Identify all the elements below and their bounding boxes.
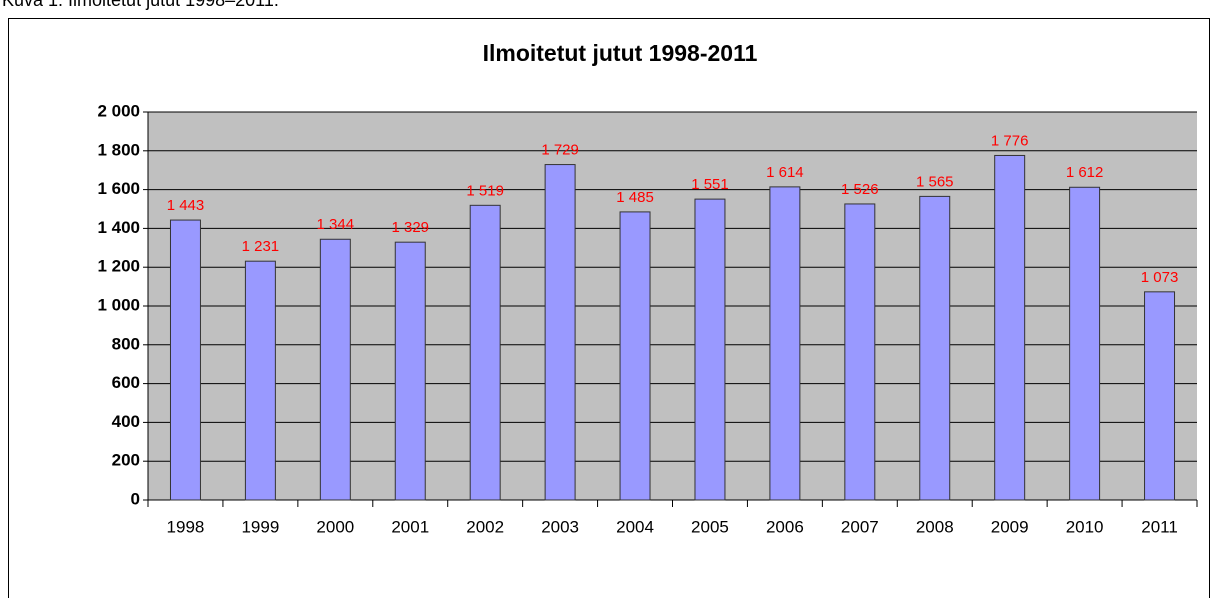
- data-label: 1 485: [616, 189, 654, 206]
- data-label: 1 565: [916, 173, 954, 190]
- x-tick-label: 2007: [841, 517, 879, 536]
- bar: [694, 198, 726, 501]
- bar: [844, 203, 876, 501]
- data-label: 1 612: [1066, 164, 1104, 181]
- x-tick-label: 2008: [916, 517, 954, 536]
- chart-title: Ilmoitetut jutut 1998-2011: [483, 40, 758, 66]
- data-label: 1 729: [541, 142, 579, 159]
- y-tick-label: 1 800: [97, 140, 140, 159]
- y-tick-label: 2 000: [97, 101, 140, 120]
- bar: [169, 219, 201, 501]
- x-tick-label: 2010: [1066, 517, 1104, 536]
- y-tick-label: 1 400: [97, 218, 140, 237]
- data-label: 1 614: [766, 164, 804, 181]
- bar: [994, 154, 1026, 501]
- bar: [469, 204, 501, 501]
- x-tick-label: 2006: [766, 517, 804, 536]
- bar: [919, 195, 951, 501]
- y-tick-label: 1 200: [97, 257, 140, 276]
- x-tick-label: 2001: [391, 517, 429, 536]
- bar: [769, 186, 801, 501]
- x-tick-label: 1999: [241, 517, 279, 536]
- data-label: 1 526: [841, 181, 879, 198]
- y-tick-label: 1 000: [97, 295, 140, 314]
- y-tick-label: 400: [112, 412, 140, 431]
- x-tick-label: 2005: [691, 517, 729, 536]
- data-label: 1 073: [1141, 269, 1179, 286]
- bar: [319, 238, 351, 501]
- x-tick-label: 2003: [541, 517, 579, 536]
- y-tick-label: 0: [131, 489, 140, 508]
- x-tick-label: 2002: [466, 517, 504, 536]
- data-label: 1 344: [317, 216, 355, 233]
- y-tick-label: 200: [112, 451, 140, 470]
- x-tick-label: 2000: [316, 517, 354, 536]
- bar: [619, 211, 651, 501]
- data-label: 1 519: [466, 182, 504, 199]
- x-tick-label: 2009: [991, 517, 1029, 536]
- bar: [1069, 186, 1101, 501]
- caption: Kuva 1. Ilmoitetut jutut 1998–2011.: [2, 0, 279, 10]
- x-tick-label: 2011: [1141, 517, 1178, 536]
- bar: [1144, 291, 1176, 501]
- x-tick-label: 1998: [167, 517, 205, 536]
- bar: [244, 260, 276, 501]
- data-label: 1 551: [691, 176, 729, 193]
- data-label: 1 443: [167, 197, 205, 214]
- data-label: 1 231: [242, 238, 280, 255]
- y-tick-label: 800: [112, 334, 140, 353]
- bar: [544, 164, 576, 501]
- x-tick-label: 2004: [616, 517, 654, 536]
- data-label: 1 776: [991, 132, 1029, 149]
- y-tick-label: 1 600: [97, 179, 140, 198]
- data-label: 1 329: [391, 219, 429, 236]
- bar: [394, 241, 426, 501]
- y-tick-label: 600: [112, 373, 140, 392]
